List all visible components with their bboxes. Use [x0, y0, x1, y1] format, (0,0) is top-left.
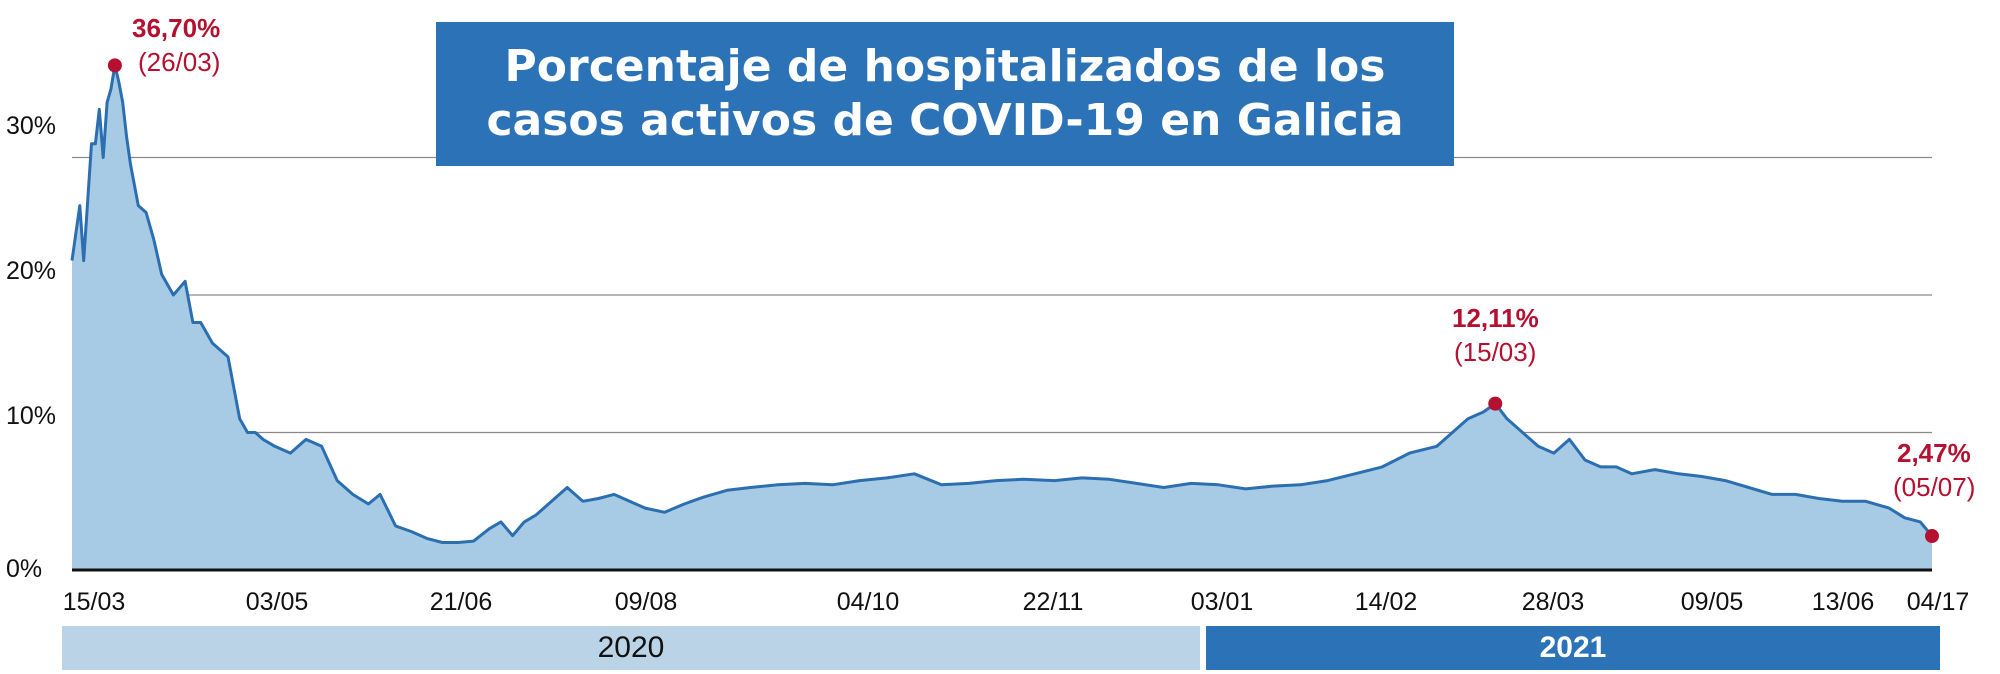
- y-tick-label: 30%: [6, 112, 57, 140]
- x-tick-label: 03/01: [1190, 588, 1254, 616]
- x-tick-label: 09/05: [1680, 588, 1744, 616]
- y-tick-label: 20%: [6, 257, 57, 285]
- x-tick-label: 04/17: [1906, 588, 1970, 616]
- annotation-point: [1925, 529, 1939, 544]
- x-tick-label: 13/06: [1811, 588, 1875, 616]
- x-tick-label: 28/03: [1521, 588, 1585, 616]
- annotation-point: [1488, 396, 1503, 411]
- year-label: 2020: [597, 631, 665, 664]
- annotation-point: [107, 58, 122, 73]
- series-line: [70, 63, 1934, 544]
- year-band-2020: 2020: [62, 626, 1200, 670]
- x-tick-label: 04/10: [836, 588, 900, 616]
- chart-title: Porcentaje de hospitalizados de los caso…: [486, 41, 1404, 146]
- x-tick-label: 03/05: [245, 588, 309, 616]
- y-tick-label: 0%: [6, 555, 43, 583]
- latest-date-label: (05/07): [1893, 472, 1976, 502]
- peak-date-label: (26/03): [138, 47, 221, 77]
- year-band-2021: 2021: [1206, 626, 1940, 670]
- x-tick-label: 21/06: [429, 588, 493, 616]
- chart-title-box: Porcentaje de hospitalizados de los caso…: [436, 22, 1454, 166]
- x-tick-label: 09/08: [614, 588, 678, 616]
- x-tick-label: 15/03: [62, 588, 126, 616]
- y-tick-label: 10%: [6, 402, 57, 430]
- peak-value-label: 36,70%: [132, 13, 221, 43]
- x-tick-label: 22/11: [1022, 588, 1084, 616]
- second-peak-value-label: 12,11%: [1452, 303, 1539, 333]
- second-peak-date-label: (15/03): [1454, 337, 1537, 367]
- series-area: [72, 65, 1932, 571]
- gridlines: [72, 156, 1932, 434]
- latest-value-label: 2,47%: [1897, 438, 1971, 468]
- x-tick-label: 14/02: [1354, 588, 1418, 616]
- annotation-points: [107, 58, 1939, 544]
- year-label: 2021: [1539, 631, 1607, 664]
